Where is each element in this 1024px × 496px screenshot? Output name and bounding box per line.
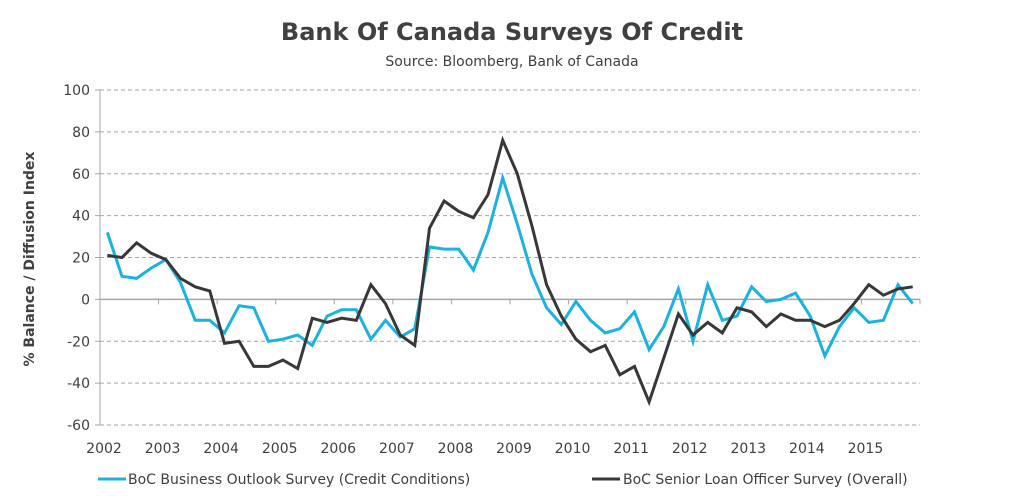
series-line-senior-loan-officer (107, 135, 913, 407)
x-tick-label: 2003 (145, 441, 181, 457)
y-tick-label: 100 (63, 83, 90, 99)
x-tick-label: 2014 (789, 441, 825, 457)
y-tick-label: -40 (67, 376, 90, 392)
x-tick-label: 2004 (203, 441, 239, 457)
legend-label-senior-loan-officer: BoC Senior Loan Officer Survey (Overall) (623, 472, 908, 488)
y-tick-label: 80 (72, 125, 90, 141)
y-tick-label: 20 (72, 251, 90, 267)
y-tick-label: -20 (67, 334, 90, 350)
series-lines (105, 135, 914, 407)
x-tick-label: 2009 (496, 441, 532, 457)
x-tick-label: 2007 (379, 441, 415, 457)
chart-title: Bank Of Canada Surveys Of Credit (281, 18, 743, 46)
x-tick-label: 2008 (438, 441, 474, 457)
x-tick-label: 2011 (613, 441, 649, 457)
y-tick-label: 40 (72, 209, 90, 225)
chart-subtitle: Source: Bloomberg, Bank of Canada (385, 54, 638, 70)
y-tick-label: 60 (72, 167, 90, 183)
x-tick-label: 2013 (730, 441, 766, 457)
legend-label-business-outlook: BoC Business Outlook Survey (Credit Cond… (128, 472, 470, 488)
x-tick-label: 2006 (320, 441, 356, 457)
y-axis-label: % Balance / Diffusion Index (22, 152, 38, 367)
x-axis-ticks: 2002 2003 2004 2005 2006 2007 2008 2009 2010 2011… (86, 299, 921, 457)
x-tick-label: 2012 (672, 441, 708, 457)
legend: BoC Business Outlook Survey (Credit Cond… (98, 472, 908, 488)
x-tick-label: 2002 (86, 441, 122, 457)
series-line-business-outlook (105, 172, 914, 360)
gridlines (100, 89, 920, 426)
x-tick-label: 2010 (555, 441, 591, 457)
x-tick-label: 2005 (262, 441, 298, 457)
y-axis-ticks: 100 80 60 40 20 0 -20 -40 -60 (63, 83, 100, 434)
y-tick-label: 0 (81, 292, 90, 308)
x-tick-label: 2015 (848, 441, 884, 457)
y-tick-label: -60 (67, 418, 90, 434)
